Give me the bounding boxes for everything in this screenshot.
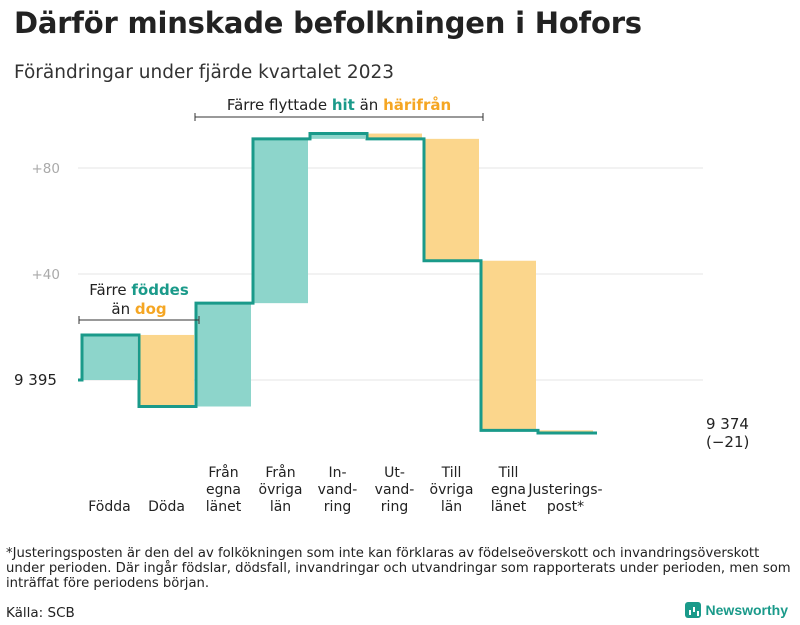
chart-title: Därför minskade befolkningen i Hofors xyxy=(14,6,642,40)
category-label: egna xyxy=(206,482,241,498)
bar-döda xyxy=(139,334,194,407)
brand-name: Newsworthy xyxy=(705,602,788,618)
category-label: län xyxy=(441,499,462,515)
category-label: egna xyxy=(491,482,526,498)
y-tick-label: +80 xyxy=(32,161,61,177)
category-label: vand- xyxy=(318,482,358,498)
annotation-births-deaths: Färre föddes xyxy=(89,281,189,299)
category-label: län xyxy=(270,499,291,515)
category-label: Födda xyxy=(88,499,130,515)
bar-till-övriga-län xyxy=(424,138,479,261)
category-label: Från xyxy=(265,464,295,481)
end-value-label: 9 374 xyxy=(706,415,749,433)
annotation-migration: Färre flyttade hit än härifrån xyxy=(227,96,451,114)
bar-från-övriga-län xyxy=(253,138,308,304)
bar-utvandring xyxy=(367,133,422,139)
bar-från-egna-länet xyxy=(196,303,251,407)
footnote: *Justeringsposten är den del av folkökni… xyxy=(6,546,791,591)
y-tick-label: +40 xyxy=(32,267,61,283)
source-label: Källa: SCB xyxy=(6,605,75,621)
brand-logo: Newsworthy xyxy=(684,602,788,618)
category-label: Justerings- xyxy=(527,482,602,498)
category-label: övriga xyxy=(259,482,303,498)
annotation-births-deaths: än dog xyxy=(111,300,166,318)
category-label: vand- xyxy=(375,482,415,498)
category-label: Döda xyxy=(148,499,185,515)
category-label: länet xyxy=(206,499,242,515)
category-label: övriga xyxy=(430,482,474,498)
category-label: In- xyxy=(328,465,346,481)
category-label: ring xyxy=(381,499,408,515)
category-label: Till xyxy=(441,465,462,481)
category-label: Till xyxy=(498,465,519,481)
cumulative-step-line xyxy=(78,132,597,435)
category-label: länet xyxy=(491,499,527,515)
end-change-label: (−21) xyxy=(706,433,749,451)
start-value-label: 9 395 xyxy=(14,371,57,389)
category-label: Ut- xyxy=(384,465,405,481)
bar-födda xyxy=(82,334,137,380)
category-label: Från xyxy=(208,464,238,481)
chart-subtitle: Förändringar under fjärde kvartalet 2023 xyxy=(14,62,395,83)
bar-chart-icon xyxy=(684,602,701,618)
bar-till-egna-länet xyxy=(481,260,536,431)
category-label: ring xyxy=(324,499,351,515)
category-label: post* xyxy=(547,499,584,515)
bar-invandring xyxy=(310,133,365,139)
